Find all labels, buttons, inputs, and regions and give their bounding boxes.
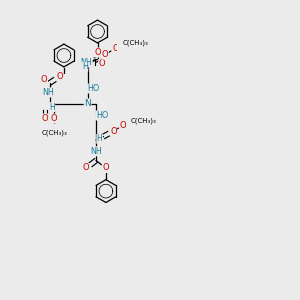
Text: N: N <box>84 99 91 108</box>
Text: NH: NH <box>91 147 103 156</box>
Text: O: O <box>103 164 109 172</box>
Text: NH: NH <box>42 88 54 97</box>
Text: H: H <box>49 103 55 112</box>
Text: C(CH₃)₃: C(CH₃)₃ <box>131 118 157 124</box>
Text: O: O <box>57 72 63 81</box>
Text: H: H <box>82 62 88 71</box>
Text: O: O <box>42 114 48 123</box>
Text: O: O <box>112 44 119 53</box>
Text: O: O <box>99 59 105 68</box>
Text: C(CH₃)₃: C(CH₃)₃ <box>123 39 149 46</box>
Text: O: O <box>83 164 89 172</box>
Text: O: O <box>51 114 57 123</box>
Text: O: O <box>120 121 126 130</box>
Text: O: O <box>102 50 108 59</box>
Text: O: O <box>110 127 117 136</box>
Text: H: H <box>97 134 103 143</box>
Text: HO: HO <box>87 84 99 93</box>
Text: NH: NH <box>80 58 92 67</box>
Text: HO: HO <box>96 111 108 120</box>
Text: C(CH₃)₃: C(CH₃)₃ <box>41 130 67 136</box>
Text: O: O <box>94 48 101 57</box>
Text: O: O <box>41 75 47 84</box>
